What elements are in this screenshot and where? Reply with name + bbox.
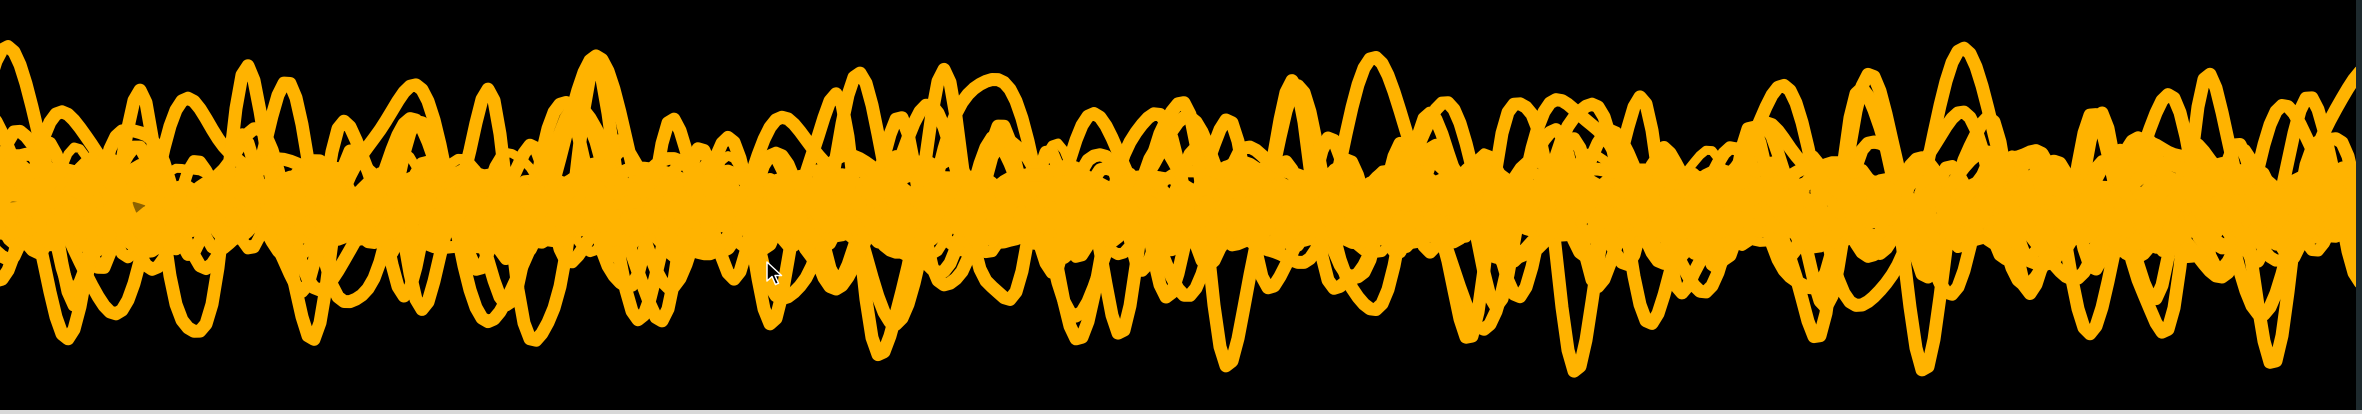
window-right-edge bbox=[2356, 0, 2362, 410]
window-bottom-border bbox=[0, 410, 2362, 414]
waveform-trace bbox=[0, 96, 2362, 302]
mouse-cursor-icon bbox=[766, 261, 783, 286]
waveform-trace bbox=[0, 40, 2362, 336]
waveform-center-band bbox=[0, 191, 2362, 219]
waveform-traces bbox=[0, 40, 2362, 378]
